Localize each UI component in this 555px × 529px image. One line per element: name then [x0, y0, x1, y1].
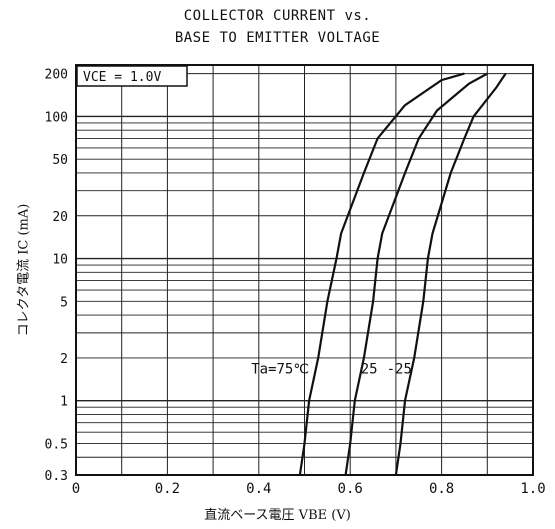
x-tick-label: 0.8 [429, 481, 454, 497]
condition-box [76, 65, 188, 87]
y-tick-label: 100 [45, 110, 68, 125]
y-tick-label: 10 [52, 253, 68, 268]
x-tick-label: 0.2 [155, 481, 180, 497]
x-tick-label: 0 [72, 481, 80, 497]
x-axis-label: 直流ベース電圧 VBE (V) [204, 508, 351, 523]
chart-subtitle: BASE TO EMITTER VOLTAGE [174, 30, 381, 46]
y-tick-label: 0.5 [45, 437, 68, 452]
y-tick-label: 50 [52, 153, 68, 168]
x-tick-label: 1.0 [520, 481, 545, 497]
x-tick-label: 0.6 [338, 481, 363, 497]
series-label: -25 [387, 362, 412, 378]
series-line [344, 72, 488, 476]
series-label: 25 [361, 362, 378, 378]
series-label: Ta=75℃ [251, 362, 309, 378]
plot-frame [75, 64, 534, 476]
y-tick-label: 1 [60, 395, 68, 410]
y-tick-label: 20 [52, 210, 68, 225]
x-tick-label: 0.4 [246, 481, 271, 497]
y-tick-label: 2 [60, 352, 68, 367]
y-tick-label: 0.3 [45, 469, 68, 484]
y-tick-label: 5 [60, 295, 68, 310]
chart-title: COLLECTOR CURRENT vs. [183, 8, 372, 24]
series-line [394, 72, 507, 476]
condition-label: VCE = 1.0V [83, 70, 161, 85]
y-tick-label: 200 [45, 68, 68, 83]
series-line [298, 72, 465, 476]
